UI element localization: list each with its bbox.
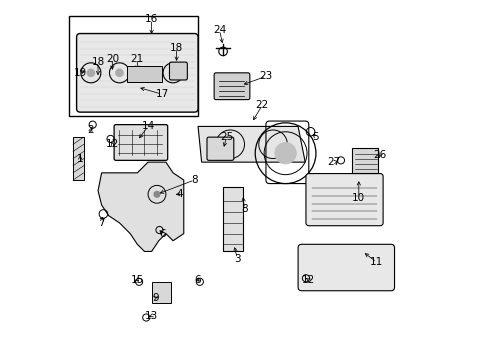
Text: 10: 10	[351, 193, 365, 203]
Text: 19: 19	[73, 68, 87, 78]
Text: 7: 7	[98, 218, 105, 228]
FancyBboxPatch shape	[206, 137, 233, 160]
Text: 24: 24	[212, 25, 225, 35]
Bar	[223, 187, 242, 251]
Text: 17: 17	[155, 89, 169, 99]
Circle shape	[168, 68, 177, 77]
Text: 8: 8	[241, 203, 247, 213]
Text: 3: 3	[234, 253, 240, 264]
Circle shape	[86, 68, 95, 77]
Text: 1: 1	[77, 154, 83, 163]
Bar	[126, 66, 162, 82]
Text: 25: 25	[220, 132, 233, 142]
Text: 9: 9	[152, 293, 158, 303]
Text: 27: 27	[326, 157, 340, 167]
FancyBboxPatch shape	[169, 62, 187, 80]
Text: 15: 15	[130, 275, 143, 285]
Text: 18: 18	[170, 43, 183, 53]
Circle shape	[115, 68, 123, 77]
Text: 21: 21	[130, 54, 143, 64]
Text: 12: 12	[105, 139, 119, 149]
Text: 16: 16	[145, 14, 158, 24]
Text: 2: 2	[87, 125, 94, 135]
Text: 26: 26	[373, 150, 386, 160]
Text: 20: 20	[105, 54, 119, 64]
FancyBboxPatch shape	[305, 174, 382, 226]
Text: 5: 5	[312, 132, 319, 142]
Text: 12: 12	[302, 275, 315, 285]
FancyBboxPatch shape	[77, 33, 198, 112]
Circle shape	[274, 143, 296, 164]
Bar	[151, 282, 171, 303]
Text: 13: 13	[145, 311, 158, 321]
Bar	[73, 137, 83, 180]
FancyBboxPatch shape	[114, 125, 167, 160]
Text: 6: 6	[159, 229, 165, 239]
FancyBboxPatch shape	[298, 244, 394, 291]
Text: 6: 6	[194, 275, 201, 285]
Polygon shape	[98, 162, 183, 251]
Bar	[69, 16, 198, 116]
Text: 11: 11	[369, 257, 383, 267]
Text: 18: 18	[91, 57, 104, 67]
Text: 22: 22	[255, 100, 268, 110]
FancyBboxPatch shape	[214, 73, 249, 100]
Bar	[351, 148, 378, 173]
Polygon shape	[198, 126, 305, 162]
Text: 23: 23	[259, 71, 272, 81]
Text: 4: 4	[177, 189, 183, 199]
Text: 8: 8	[191, 175, 198, 185]
Text: 14: 14	[141, 121, 154, 131]
Circle shape	[153, 191, 160, 198]
